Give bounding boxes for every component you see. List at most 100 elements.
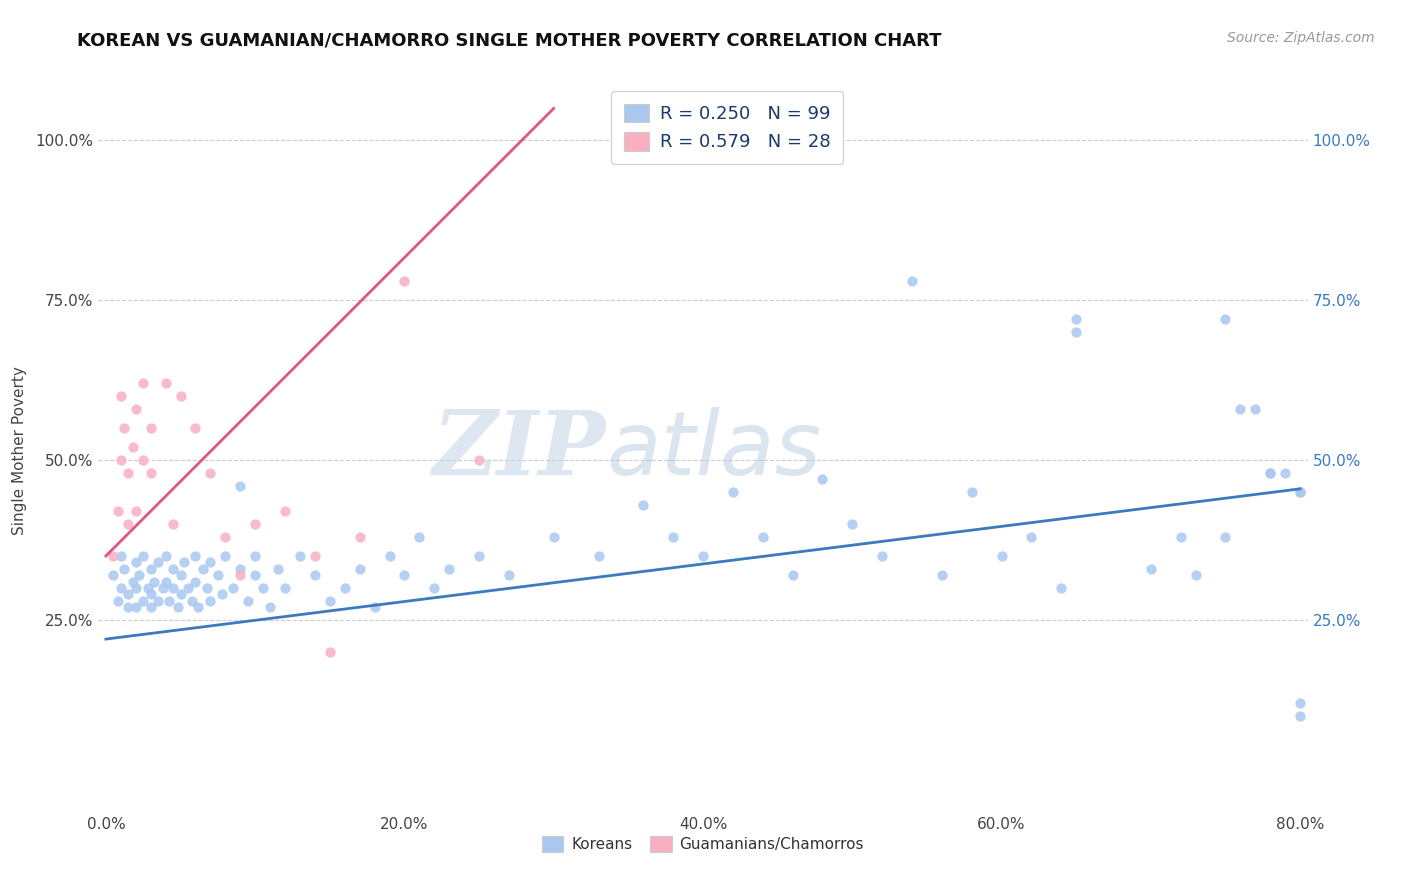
Point: [692, 549, 714, 563]
Point: [304, 549, 326, 563]
Point: [107, 593, 129, 607]
Point: [132, 549, 155, 563]
Point: [169, 587, 191, 601]
Text: Source: ZipAtlas.com: Source: ZipAtlas.com: [1227, 31, 1375, 45]
Point: [187, 600, 209, 615]
Point: [394, 568, 416, 582]
Point: [125, 504, 148, 518]
Point: [333, 581, 356, 595]
Text: KOREAN VS GUAMANIAN/CHAMORRO SINGLE MOTHER POVERTY CORRELATION CHART: KOREAN VS GUAMANIAN/CHAMORRO SINGLE MOTH…: [77, 31, 942, 49]
Point: [1289, 485, 1312, 500]
Point: [811, 472, 834, 486]
Point: [1021, 530, 1043, 544]
Point: [125, 581, 148, 595]
Point: [207, 568, 229, 582]
Point: [169, 568, 191, 582]
Point: [229, 562, 252, 576]
Point: [662, 530, 685, 544]
Point: [1289, 708, 1312, 723]
Point: [266, 562, 288, 576]
Point: [132, 593, 155, 607]
Point: [117, 516, 139, 531]
Point: [155, 549, 177, 563]
Point: [146, 593, 169, 607]
Point: [121, 574, 143, 589]
Point: [236, 593, 259, 607]
Point: [117, 466, 139, 480]
Point: [319, 645, 342, 659]
Point: [423, 581, 446, 595]
Point: [197, 581, 219, 595]
Point: [177, 581, 200, 595]
Point: [132, 453, 155, 467]
Point: [1258, 466, 1281, 480]
Point: [125, 555, 148, 569]
Point: [1229, 401, 1251, 416]
Point: [243, 549, 266, 563]
Point: [162, 516, 184, 531]
Point: [139, 421, 162, 435]
Point: [107, 504, 129, 518]
Point: [139, 466, 162, 480]
Point: [139, 600, 162, 615]
Point: [990, 549, 1012, 563]
Point: [543, 530, 565, 544]
Point: [169, 389, 191, 403]
Point: [229, 568, 252, 582]
Point: [319, 593, 342, 607]
Point: [110, 549, 132, 563]
Point: [222, 581, 245, 595]
Point: [841, 516, 863, 531]
Point: [901, 274, 924, 288]
Text: atlas: atlas: [606, 408, 821, 493]
Point: [110, 453, 132, 467]
Point: [184, 574, 207, 589]
Point: [252, 581, 274, 595]
Y-axis label: Single Mother Poverty: Single Mother Poverty: [13, 366, 27, 535]
Point: [782, 568, 804, 582]
Point: [181, 593, 204, 607]
Point: [125, 401, 148, 416]
Point: [259, 600, 281, 615]
Point: [1215, 530, 1237, 544]
Point: [1064, 312, 1087, 326]
Point: [1244, 401, 1267, 416]
Point: [304, 568, 326, 582]
Point: [1215, 312, 1237, 326]
Point: [274, 504, 297, 518]
Point: [288, 549, 311, 563]
Point: [103, 568, 125, 582]
Point: [1140, 562, 1163, 576]
Point: [121, 440, 143, 454]
Point: [125, 600, 148, 615]
Point: [468, 453, 491, 467]
Point: [214, 549, 236, 563]
Point: [157, 593, 180, 607]
Point: [142, 574, 165, 589]
Point: [1170, 530, 1192, 544]
Point: [274, 581, 297, 595]
Point: [155, 574, 177, 589]
Point: [498, 568, 520, 582]
Point: [229, 478, 252, 492]
Point: [588, 549, 610, 563]
Point: [155, 376, 177, 391]
Point: [1274, 466, 1296, 480]
Point: [931, 568, 953, 582]
Point: [162, 562, 184, 576]
Point: [1258, 466, 1281, 480]
Point: [408, 530, 430, 544]
Point: [349, 562, 371, 576]
Point: [960, 485, 983, 500]
Point: [112, 421, 135, 435]
Point: [103, 549, 125, 563]
Point: [146, 555, 169, 569]
Legend: Koreans, Guamanians/Chamorros: Koreans, Guamanians/Chamorros: [536, 830, 870, 858]
Point: [200, 593, 222, 607]
Point: [117, 587, 139, 601]
Point: [243, 568, 266, 582]
Point: [110, 389, 132, 403]
Point: [132, 376, 155, 391]
Point: [1184, 568, 1206, 582]
Point: [139, 562, 162, 576]
